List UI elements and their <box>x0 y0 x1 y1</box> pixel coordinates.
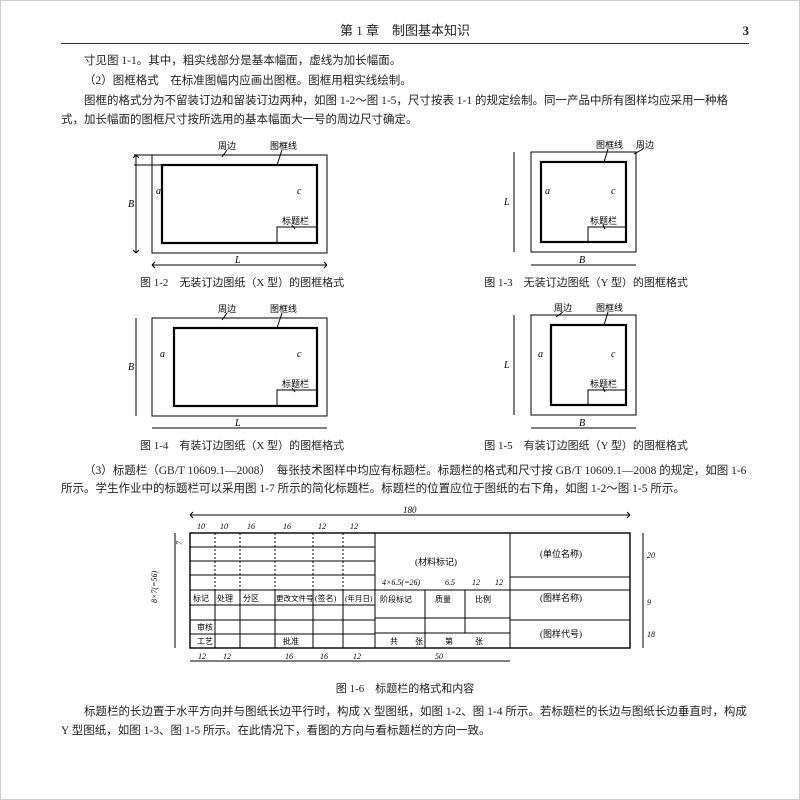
page-number: 3 <box>743 21 750 41</box>
svg-text:分区: 分区 <box>243 594 259 603</box>
svg-text:L: L <box>503 197 510 208</box>
figures-row-2: 周边 图框线 标题栏 a c B L 图 1-4 有装订边图纸（X 型）的图框格… <box>61 300 749 455</box>
svg-text:16: 16 <box>247 522 255 531</box>
svg-text:张: 张 <box>415 637 423 646</box>
svg-text:标题栏: 标题栏 <box>590 378 617 389</box>
figure-1-4-caption: 图 1-4 有装订边图纸（X 型）的图框格式 <box>122 438 362 455</box>
svg-text:(材料标记): (材料标记) <box>415 556 457 567</box>
figure-1-2-caption: 图 1-2 无装订边图纸（X 型）的图框格式 <box>122 275 362 292</box>
figure-1-5-caption: 图 1-5 有装订边图纸（Y 型）的图框格式 <box>484 438 688 455</box>
paragraph-5: 标题栏的长边置于水平方向并与图纸长边平行时，构成 X 型图纸，如图 1-2、图 … <box>61 703 749 740</box>
svg-text:(图样代号): (图样代号) <box>540 628 582 639</box>
svg-text:(签名): (签名) <box>315 593 337 603</box>
svg-text:比例: 比例 <box>475 594 491 604</box>
figure-1-4: 周边 图框线 标题栏 a c B L 图 1-4 有装订边图纸（X 型）的图框格… <box>122 300 362 455</box>
svg-text:图框线: 图框线 <box>596 139 623 150</box>
figure-1-4-svg: 周边 图框线 标题栏 a c B L <box>122 300 362 435</box>
svg-text:a: a <box>160 349 165 360</box>
svg-text:周边: 周边 <box>636 140 654 150</box>
svg-text:c: c <box>611 349 616 360</box>
paragraph-3: 图框的格式分为不留装订边和留装订边两种，如图 1-2～图 1-5，尺寸按表 1-… <box>61 92 749 129</box>
svg-text:标题栏: 标题栏 <box>282 378 309 389</box>
svg-text:审核: 审核 <box>197 622 213 632</box>
figure-1-5-svg: 周边 图框线 标题栏 a c L B <box>496 300 676 435</box>
figure-1-3-svg: 图框线 周边 标题栏 a c L B <box>496 137 676 272</box>
svg-text:12: 12 <box>353 652 361 661</box>
svg-text:10: 10 <box>220 522 228 531</box>
svg-text:12: 12 <box>350 522 358 531</box>
svg-text:c: c <box>297 186 302 197</box>
svg-text:周边: 周边 <box>554 303 572 313</box>
svg-text:12: 12 <box>318 522 326 531</box>
svg-text:a: a <box>156 186 161 197</box>
svg-text:8×7(=56): 8×7(=56) <box>150 570 159 602</box>
svg-text:20: 20 <box>647 551 655 560</box>
svg-text:a: a <box>538 349 543 360</box>
svg-text:16: 16 <box>283 522 291 531</box>
svg-text:12: 12 <box>472 578 480 587</box>
paragraph-1: 寸见图 1-1。其中，粗实线部分是基本幅面，虚线为加长幅面。 <box>61 52 749 70</box>
svg-text:更改文件号: 更改文件号 <box>276 593 314 603</box>
svg-text:4×6.5(=26): 4×6.5(=26) <box>382 578 420 587</box>
svg-text:B: B <box>579 255 585 266</box>
svg-text:标记: 标记 <box>193 593 209 603</box>
svg-text:图框线: 图框线 <box>596 302 623 313</box>
svg-text:B: B <box>128 362 134 373</box>
figure-1-2-svg: 周边 图框线 标题栏 a c B L <box>122 137 362 272</box>
figure-1-5: 周边 图框线 标题栏 a c L B 图 1-5 有装订边图纸（Y 型）的图框格… <box>484 300 688 455</box>
svg-text:16: 16 <box>285 652 293 661</box>
svg-text:c: c <box>611 186 616 197</box>
svg-text:(图样名称): (图样名称) <box>540 592 582 603</box>
svg-text:a: a <box>545 186 550 197</box>
svg-text:B: B <box>128 199 134 210</box>
svg-text:12: 12 <box>223 652 231 661</box>
svg-text:50: 50 <box>435 652 443 661</box>
svg-text:标题栏: 标题栏 <box>590 215 617 226</box>
svg-text:16: 16 <box>320 652 328 661</box>
svg-text:周边: 周边 <box>218 141 236 151</box>
svg-text:10: 10 <box>197 522 205 531</box>
svg-text:L: L <box>234 418 241 429</box>
figures-row-1: 周边 图框线 标题栏 a c B L 图 1-2 无装订边图纸（X 型）的图框格… <box>61 137 749 292</box>
svg-text:张: 张 <box>475 637 483 646</box>
svg-text:6.5: 6.5 <box>445 578 455 587</box>
svg-text:7: 7 <box>175 540 184 545</box>
page-header: 第 1 章 制图基本知识 3 <box>61 21 749 44</box>
figure-1-6-caption: 图 1-6 标题栏的格式和内容 <box>61 681 749 698</box>
svg-text:9: 9 <box>647 598 651 607</box>
svg-text:第: 第 <box>445 636 453 646</box>
figure-1-3-caption: 图 1-3 无装订边图纸（Y 型）的图框格式 <box>484 275 688 292</box>
page: 第 1 章 制图基本知识 3 寸见图 1-1。其中，粗实线部分是基本幅面，虚线为… <box>0 0 800 800</box>
svg-text:180: 180 <box>403 505 417 515</box>
svg-text:c: c <box>297 349 302 360</box>
svg-text:图框线: 图框线 <box>270 140 297 151</box>
svg-text:B: B <box>579 418 585 429</box>
svg-text:L: L <box>503 360 510 371</box>
svg-text:L: L <box>234 255 241 266</box>
svg-text:12: 12 <box>495 578 503 587</box>
svg-text:18: 18 <box>647 630 655 639</box>
paragraph-2: （2）图框格式 在标准图幅内应画出图框。图框用粗实线绘制。 <box>61 72 749 90</box>
figure-1-2: 周边 图框线 标题栏 a c B L 图 1-2 无装订边图纸（X 型）的图框格… <box>122 137 362 292</box>
svg-text:图框线: 图框线 <box>270 303 297 314</box>
figure-1-6: 180 10 10 16 16 12 12 <box>61 505 749 675</box>
figure-1-6-svg: 180 10 10 16 16 12 12 <box>135 505 675 675</box>
paragraph-4: （3）标题栏（GB/T 10609.1—2008） 每张技术图样中均应有标题栏。… <box>61 462 749 499</box>
svg-text:质量: 质量 <box>435 594 451 604</box>
svg-text:批准: 批准 <box>283 636 299 646</box>
svg-text:工艺: 工艺 <box>197 637 213 646</box>
svg-text:阶段标记: 阶段标记 <box>380 594 412 604</box>
svg-text:(单位名称): (单位名称) <box>540 548 582 559</box>
svg-text:处理: 处理 <box>217 593 233 603</box>
svg-text:(年月日): (年月日) <box>345 593 373 603</box>
svg-text:标题栏: 标题栏 <box>282 215 309 226</box>
figure-1-3: 图框线 周边 标题栏 a c L B 图 1-3 无装订边图纸（Y 型）的图框格… <box>484 137 688 292</box>
svg-text:12: 12 <box>198 652 206 661</box>
chapter-title: 第 1 章 制图基本知识 <box>340 23 470 38</box>
svg-text:周边: 周边 <box>218 304 236 314</box>
svg-text:共: 共 <box>390 637 398 646</box>
